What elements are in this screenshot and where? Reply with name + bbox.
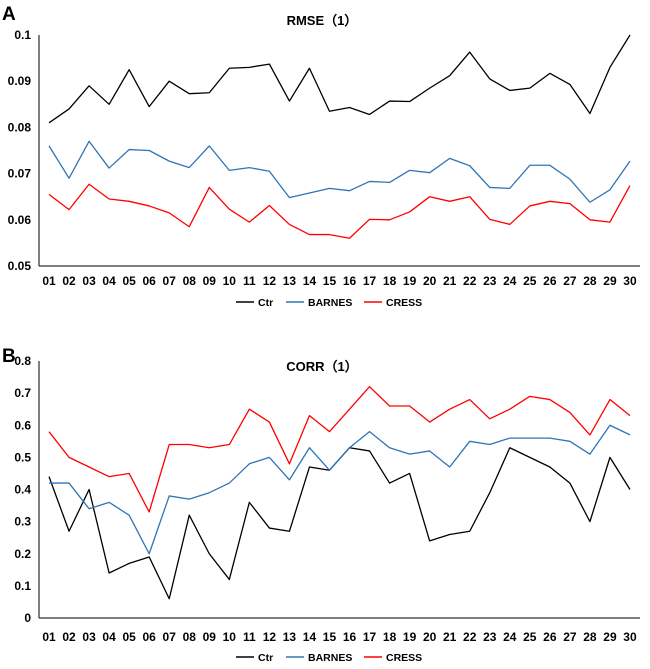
panel-b-legend-label-ctr: Ctr	[258, 652, 273, 664]
panel-b-x-tick-label: 18	[383, 630, 397, 644]
panel-a-x-tick-label: 26	[543, 274, 557, 288]
panel-b-series-ctr-line	[49, 448, 630, 599]
panel-b-x-tick-label: 21	[443, 630, 457, 644]
panel-a-x-tick-label: 14	[303, 274, 317, 288]
panel-b-legend-label-barnes: BARNES	[308, 652, 352, 664]
panel-b-title: CORR（1）	[286, 359, 358, 374]
panel-a-x-tick-label: 02	[62, 274, 76, 288]
panel-b-x-tick-label: 05	[122, 630, 136, 644]
panel-a-x-tick-label: 06	[143, 274, 157, 288]
panel-a-x-tick-label: 13	[283, 274, 297, 288]
panel-a-x-tick-label: 04	[102, 274, 116, 288]
panel-b-x-tick-label: 20	[423, 630, 437, 644]
panel-b-x-tick-label: 11	[243, 630, 256, 644]
panel-b-x-tick-label: 01	[42, 630, 56, 644]
panel-a-x-tick-label: 29	[603, 274, 617, 288]
panel-a-legend-label-barnes: BARNES	[308, 297, 352, 309]
panel-b-series-barnes-line	[49, 425, 630, 554]
panel-b-y-tick-label: 0.5	[14, 450, 31, 464]
panel-b-x-tick-label: 26	[543, 630, 557, 644]
panel-a-y-tick-label: 0.09	[8, 74, 32, 88]
panel-a-x-tick-label: 11	[243, 274, 256, 288]
panel-a-x-tick-label: 24	[503, 274, 517, 288]
panel-a-y-tick-label: 0.08	[8, 120, 32, 134]
panel-a-y-tick-label: 0.05	[8, 259, 32, 273]
panel-b-x-tick-label: 10	[223, 630, 237, 644]
panel-b-y-tick-label: 0	[24, 611, 31, 625]
panel-b-plot: 0 0.1 0.2 0.3 0.4 0.5 0.6 0.7 0.8 01 02 03 04 05 06 07 0…	[14, 354, 640, 664]
panel-b-x-tick-label: 02	[62, 630, 76, 644]
panel-a-x-tick-label: 30	[623, 274, 637, 288]
panel-a-legend-label-ctr: Ctr	[258, 297, 273, 309]
panel-a-series-barnes-line	[49, 141, 630, 202]
panel-b-y-tick-label: 0.6	[14, 418, 31, 432]
panel-a-y-tick-label: 0.06	[8, 213, 32, 227]
panel-b-x-tick-label: 22	[463, 630, 477, 644]
panel-a-x-tick-label: 21	[443, 274, 457, 288]
panel-a-x-tick-label: 12	[263, 274, 277, 288]
panel-a-x-tick-label: 07	[163, 274, 177, 288]
panel-a-series-ctr-line	[49, 35, 630, 123]
panel-a-x-tick-label: 28	[583, 274, 597, 288]
panel-b-x-tick-label: 29	[603, 630, 617, 644]
panel-a-letter: A	[2, 4, 16, 25]
panel-b-series-cress-line	[49, 387, 630, 512]
panel-b-x-tick-label: 03	[82, 630, 96, 644]
panel-a-x-tick-label: 27	[563, 274, 577, 288]
panel-b-x-tick-label: 07	[163, 630, 177, 644]
panel-b-y-tick-label: 0.8	[14, 354, 31, 368]
panel-b-x-tick-label: 30	[623, 630, 637, 644]
panel-a-x-tick-label: 25	[523, 274, 537, 288]
panel-a-title: RMSE（1）	[287, 13, 358, 28]
panel-b-x-tick-label: 14	[303, 630, 317, 644]
panel-a-x-tick-label: 20	[423, 274, 437, 288]
panel-a-series-cress-line	[49, 184, 630, 238]
panel-a-x-tick-label: 08	[183, 274, 197, 288]
panel-b-x-tick-label: 04	[102, 630, 116, 644]
panel-b-x-tick-label: 06	[143, 630, 157, 644]
panel-b-x-tick-label: 09	[203, 630, 217, 644]
panel-b-y-tick-label: 0.4	[14, 483, 31, 497]
two-panel-line-chart: A RMSE（1） 0.050.060.070.080.090.101 02 03 0…	[0, 0, 650, 669]
panel-b-x-tick-label: 16	[343, 630, 357, 644]
panel-b-x-tick-label: 24	[503, 630, 517, 644]
panel-b-y-tick-label: 0.2	[14, 547, 31, 561]
panel-b-x-tick-label: 13	[283, 630, 297, 644]
panel-b-x-tick-label: 23	[483, 630, 497, 644]
panel-b-y-tick-label: 0.1	[14, 579, 31, 593]
panel-a-legend-label-cress: CRESS	[386, 297, 422, 309]
panel-b-x-tick-label: 12	[263, 630, 277, 644]
panel-b-y-tick-label: 0.3	[14, 515, 31, 529]
panel-b-legend-label-cress: CRESS	[386, 652, 422, 664]
panel-a-x-tick-label: 10	[223, 274, 237, 288]
panel-a-plot: 0.05 0.06 0.07 0.08 0.09 0.1 01 02 03 04 05 06 07 08 0…	[8, 28, 640, 309]
panel-a-x-tick-label: 16	[343, 274, 357, 288]
panel-a-x-tick-label: 05	[122, 274, 136, 288]
panel-b-x-tick-label: 15	[323, 630, 337, 644]
panel-b-x-tick-label: 08	[183, 630, 197, 644]
panel-a-x-tick-label: 15	[323, 274, 337, 288]
panel-a-x-tick-label: 03	[82, 274, 96, 288]
panel-a-x-tick-label: 01	[42, 274, 56, 288]
panel-a-x-tick-label: 09	[203, 274, 217, 288]
panel-b-x-tick-label: 17	[363, 630, 377, 644]
panel-a-y-tick-label: 0.1	[14, 28, 31, 42]
panel-a-x-tick-label: 18	[383, 274, 397, 288]
panel-a-x-tick-label: 22	[463, 274, 477, 288]
panel-a-x-tick-label: 17	[363, 274, 377, 288]
panel-a-x-tick-label: 19	[403, 274, 417, 288]
panel-b-x-tick-label: 25	[523, 630, 537, 644]
panel-a-x-tick-label: 23	[483, 274, 497, 288]
panel-a-y-tick-label: 0.07	[8, 167, 32, 181]
panel-b-y-tick-label: 0.7	[14, 386, 31, 400]
panel-b-x-tick-label: 28	[583, 630, 597, 644]
panel-b-x-tick-label: 19	[403, 630, 417, 644]
panel-b-x-tick-label: 27	[563, 630, 577, 644]
